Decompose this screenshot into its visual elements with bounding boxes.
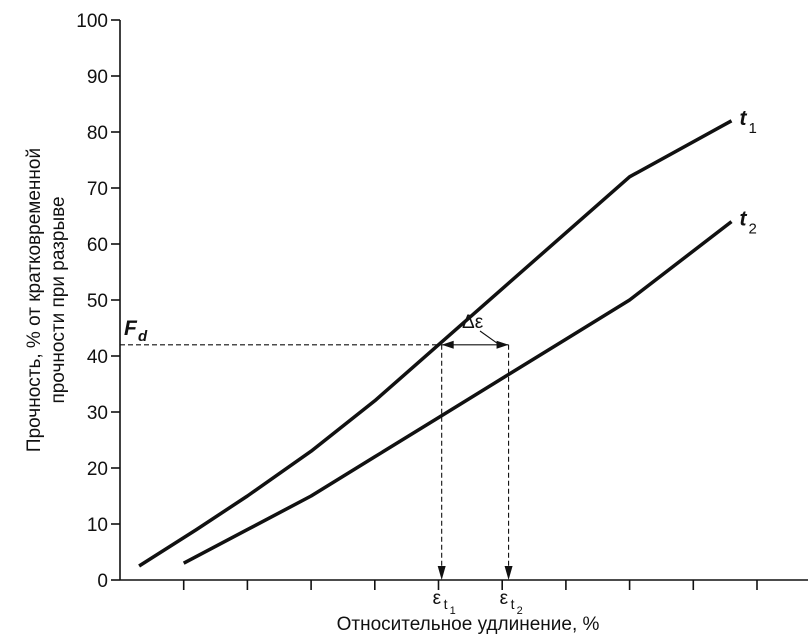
eps1-label: ε [433,588,442,609]
y-ticks: 0 10 20 30 40 50 60 70 80 90 100 [76,11,120,592]
delta-epsilon-label: Δε [462,312,484,333]
x-ticks [182,580,758,590]
y-tick-label-3: 30 [87,403,108,424]
y-tick-label-1: 10 [87,515,108,536]
fd-label: F [124,317,138,340]
series-label-t2: t [740,208,748,231]
y-tick-label-2: 20 [87,459,108,480]
y-tick-label-4: 40 [87,347,108,368]
eps2-arrowhead [504,566,513,580]
x-axis-title: Относительное удлинение, % [337,614,600,635]
series-label-t1: t [740,107,748,130]
eps2-label-sub: t [511,596,515,612]
series-label-sub-0: 1 [749,120,757,137]
series-layer: t 1t 2 [138,107,757,568]
fd-label-sub: d [138,328,148,345]
eps1-label-subsub: 1 [450,605,456,617]
y-axis-title-line-1: Прочность, % от кратковременной [24,148,45,452]
y-tick-label-10: 100 [76,11,108,32]
eps1-arrowhead [437,566,446,580]
y-tick-label-8: 80 [87,123,108,144]
series-label-sub-1: 2 [749,221,757,238]
delta-arrowhead-right [496,340,509,349]
y-tick-label-7: 70 [87,179,108,200]
y-tick-label-6: 60 [87,235,108,256]
eps2-label: ε [500,588,509,609]
delta-leader-line [479,330,499,345]
eps1-label-sub: t [444,596,448,612]
y-tick-label-0: 0 [97,571,108,592]
y-axis-title-line-2: прочности при разрыве [48,196,69,403]
delta-arrowhead-left [441,340,454,349]
series-line-t1 [138,119,733,568]
y-tick-label-5: 50 [87,291,108,312]
eps2-label-subsub: 2 [517,605,523,617]
series-line-t2 [182,220,733,565]
y-tick-label-9: 90 [87,67,108,88]
